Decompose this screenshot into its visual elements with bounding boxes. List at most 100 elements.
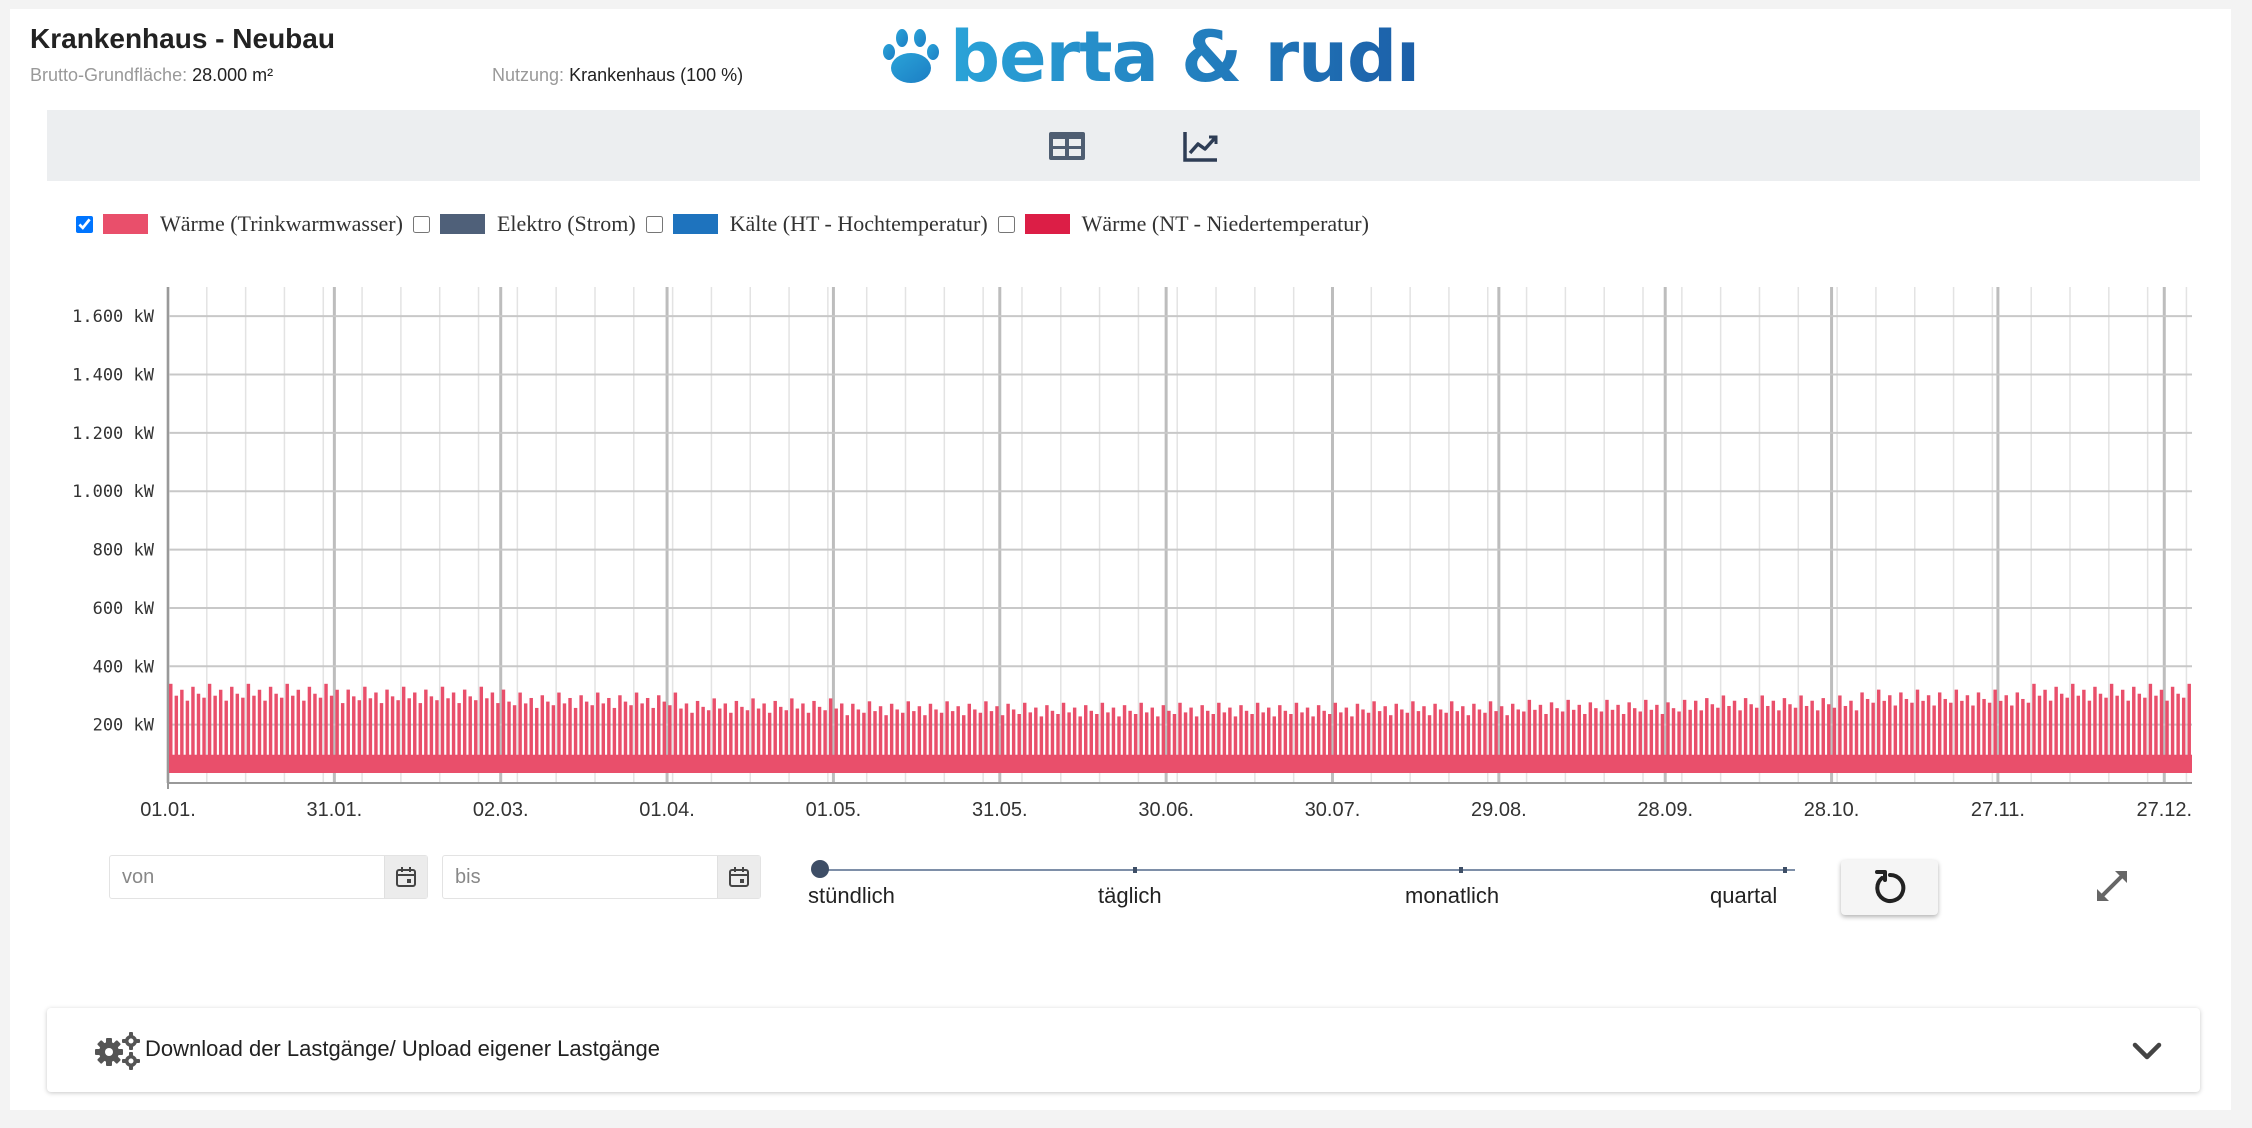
- to-calendar-button[interactable]: [717, 856, 760, 898]
- data-bar: [1510, 703, 1515, 757]
- data-bar: [1965, 695, 1970, 757]
- from-calendar-button[interactable]: [384, 856, 427, 898]
- data-bar: [1804, 705, 1809, 757]
- data-bar: [634, 692, 639, 757]
- data-bar: [1433, 703, 1437, 757]
- x-tick-label: 01.05.: [806, 799, 862, 819]
- data-bar: [690, 712, 694, 757]
- resolution-option-monthly[interactable]: monatlich: [1405, 883, 1500, 908]
- data-bar: [390, 696, 395, 757]
- data-bar: [1533, 709, 1537, 757]
- data-bar: [1072, 707, 1077, 757]
- from-date-input[interactable]: [110, 856, 386, 898]
- resolution-option-quarterly[interactable]: quartal: [1710, 883, 1778, 908]
- data-bar: [1183, 712, 1188, 757]
- data-bar: [235, 693, 240, 757]
- data-bar: [2143, 697, 2147, 757]
- data-bar: [1355, 703, 1360, 757]
- data-bar: [374, 692, 378, 757]
- data-bar: [1899, 692, 1903, 757]
- slider-tick: [1783, 867, 1787, 873]
- data-bar: [246, 683, 251, 757]
- data-bar: [263, 700, 267, 757]
- data-bar: [1871, 702, 1875, 757]
- data-bar: [1827, 704, 1831, 757]
- data-bar: [218, 689, 223, 757]
- legend-item-waerme-trinkwarmwasser[interactable]: Wärme (Trinkwarmwasser): [76, 211, 403, 237]
- resolution-slider-handle[interactable]: [811, 860, 829, 878]
- data-bar: [2021, 698, 2025, 757]
- chart-view-button[interactable]: [1181, 126, 1221, 166]
- legend-checkbox[interactable]: [645, 215, 663, 233]
- resolution-slider-track[interactable]: [820, 869, 1795, 871]
- data-bar: [1710, 704, 1715, 757]
- data-bar: [1000, 715, 1005, 757]
- data-bar: [1605, 699, 1609, 757]
- data-bar: [557, 692, 561, 757]
- data-bar: [1499, 706, 1504, 757]
- data-bar: [706, 710, 711, 757]
- data-bar: [2093, 686, 2097, 757]
- data-bar: [845, 715, 850, 757]
- legend-checkbox[interactable]: [997, 215, 1015, 233]
- from-date-field: [109, 855, 428, 899]
- data-bar: [1749, 704, 1753, 757]
- data-bar: [1067, 712, 1071, 757]
- to-date-input[interactable]: [443, 856, 719, 898]
- download-upload-accordion[interactable]: Download der Lastgänge/ Upload eigener L…: [47, 1008, 2200, 1092]
- data-bar: [596, 692, 600, 757]
- data-bar: [989, 711, 994, 757]
- data-bar: [207, 683, 212, 757]
- data-band: [168, 754, 2192, 773]
- data-bar: [673, 692, 678, 757]
- resolution-option-daily[interactable]: täglich: [1098, 883, 1162, 908]
- data-bar: [169, 683, 173, 757]
- legend-item-waerme-nt[interactable]: Wärme (NT - Niedertemperatur): [997, 211, 1369, 237]
- data-bar: [285, 683, 289, 757]
- data-bar: [2126, 700, 2130, 757]
- data-bar: [1838, 695, 1842, 757]
- table-view-button[interactable]: [1047, 126, 1087, 166]
- x-tick-label: 30.06.: [1138, 799, 1194, 819]
- data-bar: [1011, 709, 1016, 757]
- data-bar: [695, 700, 700, 757]
- data-bar: [1505, 715, 1509, 757]
- legend-item-elektro[interactable]: Elektro (Strom): [412, 211, 636, 237]
- data-bar: [1438, 709, 1443, 757]
- legend-checkbox[interactable]: [76, 215, 93, 233]
- gears-icon: [95, 1032, 140, 1070]
- data-bar: [1677, 711, 1681, 757]
- data-bar: [945, 701, 949, 757]
- data-bar: [1244, 710, 1249, 757]
- data-bar: [1721, 695, 1726, 757]
- y-tick-label: 200 kW: [93, 716, 155, 736]
- data-bar: [1449, 701, 1454, 757]
- data-bar: [357, 700, 362, 757]
- data-bar: [1250, 713, 1254, 757]
- data-bar: [1754, 707, 1759, 757]
- data-bar: [485, 698, 489, 757]
- data-bar: [1283, 710, 1288, 757]
- reset-button[interactable]: [1841, 860, 1938, 915]
- data-bar: [939, 712, 944, 757]
- data-bar: [1261, 712, 1265, 757]
- fullscreen-button[interactable]: [2095, 869, 2129, 903]
- data-bar: [268, 686, 273, 757]
- logo-wordmark: berta & rudı: [950, 16, 1420, 98]
- data-bar: [1405, 712, 1410, 757]
- data-bar: [385, 689, 389, 757]
- data-bar: [1560, 711, 1565, 757]
- data-bar: [751, 698, 755, 757]
- resolution-option-hourly[interactable]: stündlich: [808, 883, 895, 908]
- data-bar: [912, 711, 916, 757]
- data-bar: [1172, 713, 1177, 757]
- data-bar: [2181, 697, 2186, 757]
- legend-checkbox[interactable]: [412, 215, 430, 233]
- data-bar: [657, 695, 661, 757]
- data-bar: [1949, 702, 1953, 757]
- legend-item-kaelte[interactable]: Kälte (HT - Hochtemperatur): [645, 211, 988, 237]
- data-bar: [1627, 702, 1631, 757]
- data-bar: [1455, 711, 1459, 757]
- data-bar: [928, 703, 933, 757]
- data-bar: [978, 712, 983, 757]
